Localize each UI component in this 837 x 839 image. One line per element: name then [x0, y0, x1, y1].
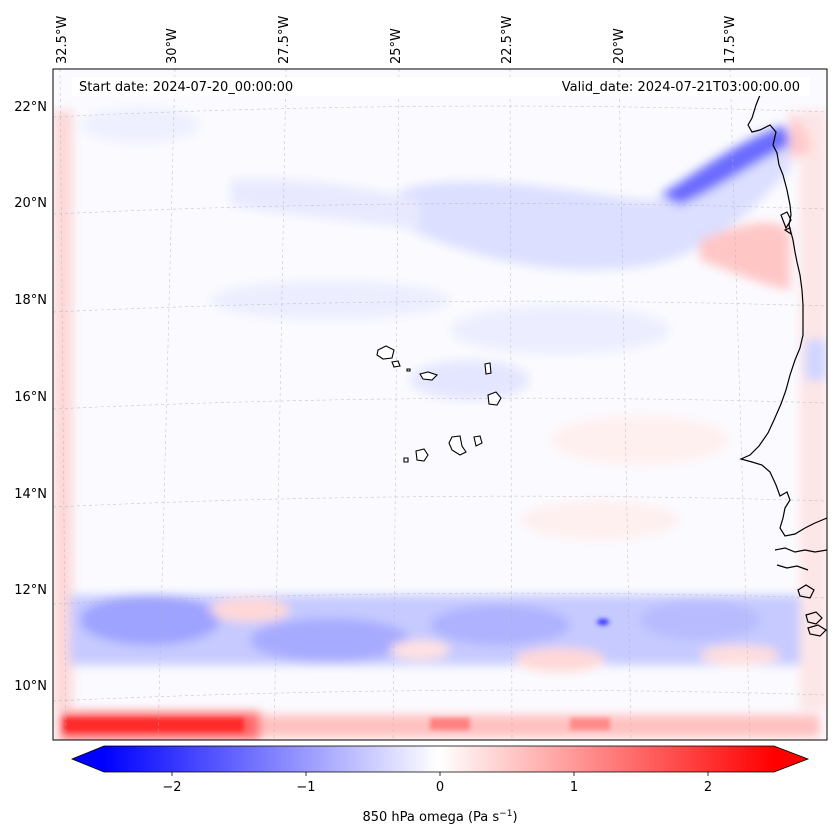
colorbar-tick-neg1: −1 — [296, 780, 315, 795]
lon-label-30w: 30°W — [165, 28, 180, 64]
header-box — [72, 77, 810, 96]
colorbar-gradient — [104, 746, 774, 772]
lat-label-20n: 20°N — [14, 196, 47, 211]
start-date-label: Start date: 2024-07-20_00:00:00 — [79, 80, 293, 95]
lon-label-20w: 20°W — [612, 28, 627, 64]
lon-label-32-5w: 32.5°W — [55, 16, 70, 64]
lat-label-12n: 12°N — [14, 583, 47, 598]
colorbar-title: 850 hPa omega (Pa s−1) — [362, 809, 517, 825]
valid-date-label: Valid_date: 2024-07-21T03:00:00.00 — [562, 80, 800, 95]
colorbar-tick-neg2: −2 — [162, 780, 181, 795]
coastline — [739, 94, 827, 637]
lat-label-14n: 14°N — [14, 487, 47, 502]
lon-label-27-5w: 27.5°W — [277, 16, 292, 64]
omega-field — [53, 69, 827, 740]
lat-label-18n: 18°N — [14, 293, 47, 308]
lon-label-25w: 25°W — [389, 28, 404, 64]
colorbar-ticks — [171, 772, 709, 776]
map-frame — [52, 68, 828, 741]
colorbar: −2 −1 0 1 2 850 hPa omega (Pa s−1) — [70, 745, 810, 825]
lat-label-16n: 16°N — [14, 390, 47, 405]
lon-label-17-5w: 17.5°W — [723, 16, 738, 64]
colorbar-tick-2: 2 — [704, 780, 712, 795]
colorbar-tick-0: 0 — [436, 780, 444, 795]
colorbar-min-extend — [72, 746, 104, 772]
colorbar-max-extend — [774, 746, 808, 772]
colorbar-tick-1: 1 — [570, 780, 578, 795]
lon-label-22-5w: 22.5°W — [500, 16, 515, 64]
graticule — [53, 69, 827, 740]
lat-label-22n: 22°N — [14, 100, 47, 115]
cape-verde-islands — [376, 345, 502, 463]
lat-label-10n: 10°N — [14, 679, 47, 694]
